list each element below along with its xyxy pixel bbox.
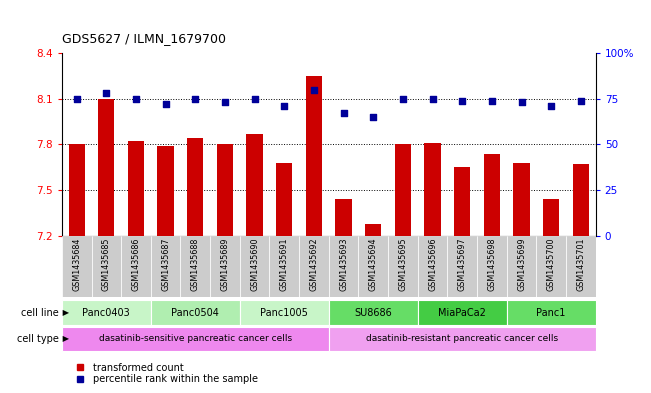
Point xyxy=(101,90,111,96)
Text: ▶: ▶ xyxy=(60,334,69,343)
Text: SU8686: SU8686 xyxy=(354,308,392,318)
Bar xyxy=(62,236,92,297)
Bar xyxy=(506,300,596,325)
Bar xyxy=(240,236,270,297)
Bar xyxy=(98,99,115,236)
Bar xyxy=(365,224,381,236)
Bar xyxy=(447,236,477,297)
Text: ▶: ▶ xyxy=(60,308,69,317)
Bar xyxy=(484,154,500,236)
Bar xyxy=(187,138,204,236)
Bar xyxy=(418,236,447,297)
Point xyxy=(279,103,290,109)
Bar xyxy=(454,167,471,236)
Text: cell line: cell line xyxy=(21,308,59,318)
Point xyxy=(368,114,378,120)
Text: Panc1: Panc1 xyxy=(536,308,566,318)
Point xyxy=(546,103,557,109)
Bar xyxy=(270,236,299,297)
Text: GDS5627 / ILMN_1679700: GDS5627 / ILMN_1679700 xyxy=(62,32,226,45)
Text: GSM1435686: GSM1435686 xyxy=(132,238,141,291)
Bar xyxy=(329,236,359,297)
Text: Panc0403: Panc0403 xyxy=(83,308,130,318)
Bar xyxy=(62,300,151,325)
Bar xyxy=(506,236,536,297)
Text: Panc0504: Panc0504 xyxy=(171,308,219,318)
Bar xyxy=(566,236,596,297)
Bar xyxy=(514,163,530,236)
Point xyxy=(516,99,527,106)
Bar xyxy=(329,300,418,325)
Bar xyxy=(418,300,506,325)
Point xyxy=(220,99,230,106)
Text: GSM1435699: GSM1435699 xyxy=(517,238,526,291)
Bar xyxy=(543,199,559,236)
Text: GSM1435685: GSM1435685 xyxy=(102,238,111,291)
Bar xyxy=(477,236,506,297)
Point xyxy=(457,97,467,104)
Bar xyxy=(299,236,329,297)
Bar xyxy=(217,144,233,236)
Bar xyxy=(151,300,240,325)
Text: GSM1435684: GSM1435684 xyxy=(72,238,81,291)
Bar xyxy=(388,236,418,297)
Bar xyxy=(329,327,596,351)
Text: cell type: cell type xyxy=(17,334,59,344)
Text: GSM1435694: GSM1435694 xyxy=(368,238,378,291)
Bar xyxy=(158,146,174,236)
Text: GSM1435690: GSM1435690 xyxy=(250,238,259,291)
Point xyxy=(249,95,260,102)
Bar xyxy=(395,144,411,236)
Bar xyxy=(335,199,352,236)
Point xyxy=(190,95,201,102)
Text: Panc1005: Panc1005 xyxy=(260,308,308,318)
Point xyxy=(131,95,141,102)
Point xyxy=(339,110,349,116)
Text: dasatinib-sensitive pancreatic cancer cells: dasatinib-sensitive pancreatic cancer ce… xyxy=(99,334,292,343)
Bar xyxy=(180,236,210,297)
Bar xyxy=(68,144,85,236)
Point xyxy=(160,101,171,107)
Bar xyxy=(424,143,441,236)
Text: GSM1435692: GSM1435692 xyxy=(309,238,318,291)
Text: GSM1435700: GSM1435700 xyxy=(547,238,556,291)
Bar xyxy=(151,236,180,297)
Bar xyxy=(92,236,121,297)
Text: GSM1435688: GSM1435688 xyxy=(191,238,200,291)
Bar xyxy=(247,134,263,236)
Legend: transformed count, percentile rank within the sample: transformed count, percentile rank withi… xyxy=(66,359,262,388)
Point xyxy=(309,86,319,93)
Bar xyxy=(121,236,151,297)
Bar xyxy=(359,236,388,297)
Bar xyxy=(240,300,329,325)
Bar xyxy=(62,327,329,351)
Text: GSM1435689: GSM1435689 xyxy=(221,238,229,291)
Bar xyxy=(573,164,589,236)
Point xyxy=(72,95,82,102)
Bar xyxy=(210,236,240,297)
Text: dasatinib-resistant pancreatic cancer cells: dasatinib-resistant pancreatic cancer ce… xyxy=(366,334,559,343)
Text: GSM1435698: GSM1435698 xyxy=(488,238,496,291)
Point xyxy=(398,95,408,102)
Bar xyxy=(128,141,144,236)
Text: GSM1435693: GSM1435693 xyxy=(339,238,348,291)
Text: GSM1435697: GSM1435697 xyxy=(458,238,467,291)
Text: GSM1435695: GSM1435695 xyxy=(398,238,408,291)
Text: GSM1435696: GSM1435696 xyxy=(428,238,437,291)
Point xyxy=(427,95,437,102)
Bar xyxy=(276,163,292,236)
Text: GSM1435691: GSM1435691 xyxy=(280,238,289,291)
Point xyxy=(575,97,586,104)
Bar xyxy=(536,236,566,297)
Text: MiaPaCa2: MiaPaCa2 xyxy=(438,308,486,318)
Text: GSM1435687: GSM1435687 xyxy=(161,238,170,291)
Point xyxy=(487,97,497,104)
Bar xyxy=(306,76,322,236)
Text: GSM1435701: GSM1435701 xyxy=(576,238,585,291)
